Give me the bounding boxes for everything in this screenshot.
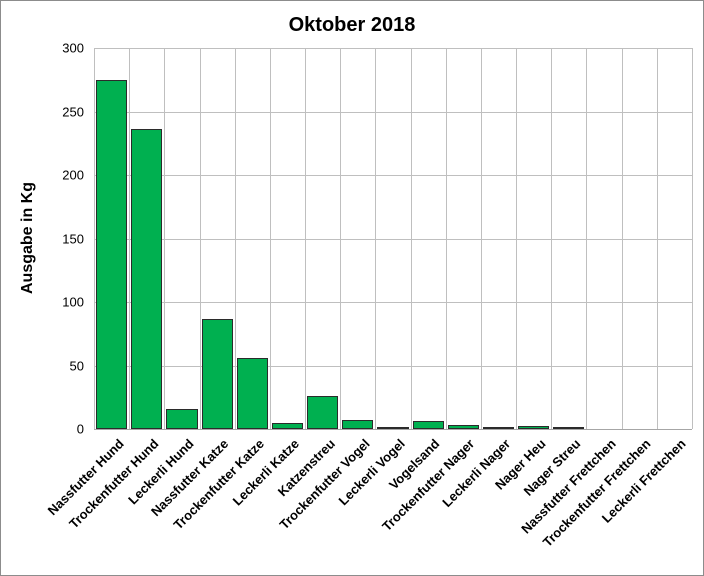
gridline-vertical (410, 48, 412, 429)
gridline-vertical (164, 48, 166, 429)
gridline-vertical (692, 48, 693, 429)
gridline-horizontal (94, 238, 692, 240)
y-tick-label: 100 (62, 294, 84, 310)
bar (518, 426, 550, 429)
bar (307, 395, 339, 429)
gridline-vertical (516, 48, 518, 429)
gridline-vertical (586, 48, 588, 429)
bar (447, 425, 479, 429)
bar (166, 408, 198, 429)
y-tick-label: 200 (62, 167, 84, 183)
y-tick-label: 250 (62, 104, 84, 119)
gridline-vertical (480, 48, 482, 429)
bar (96, 79, 128, 429)
gridline-vertical (234, 48, 236, 429)
gridline-vertical (340, 48, 342, 429)
gridline-vertical (305, 48, 307, 429)
bar (131, 129, 163, 429)
gridline-vertical (375, 48, 377, 429)
gridline-horizontal (94, 365, 692, 367)
gridline-vertical (551, 48, 553, 429)
gridline-vertical (269, 48, 271, 429)
gridline-horizontal (94, 111, 692, 113)
bar (482, 427, 515, 429)
bar (377, 427, 409, 429)
bar (236, 357, 268, 429)
gridline-horizontal (94, 302, 692, 303)
gridline-horizontal (94, 175, 692, 176)
bar (412, 421, 444, 429)
bar (201, 318, 233, 429)
y-tick-label: 300 (62, 40, 84, 56)
bar (271, 422, 304, 429)
bar (553, 427, 585, 429)
bar (342, 420, 374, 429)
gridline-vertical (94, 48, 95, 429)
gridline-vertical (199, 48, 201, 429)
plot-area (94, 48, 693, 430)
y-axis-label: Ausgabe in Kg (19, 181, 36, 295)
chart-title: Oktober 2018 (288, 14, 416, 36)
gridline-vertical (656, 48, 658, 429)
gridline-vertical (129, 48, 131, 429)
gridline-horizontal (94, 48, 692, 49)
gridline-vertical (621, 48, 623, 429)
y-tick-label: 150 (62, 231, 84, 246)
gridline-vertical (445, 48, 447, 429)
x-axis-line (94, 429, 692, 430)
y-tick-label: 50 (69, 358, 84, 373)
y-tick-label: 0 (76, 421, 84, 437)
